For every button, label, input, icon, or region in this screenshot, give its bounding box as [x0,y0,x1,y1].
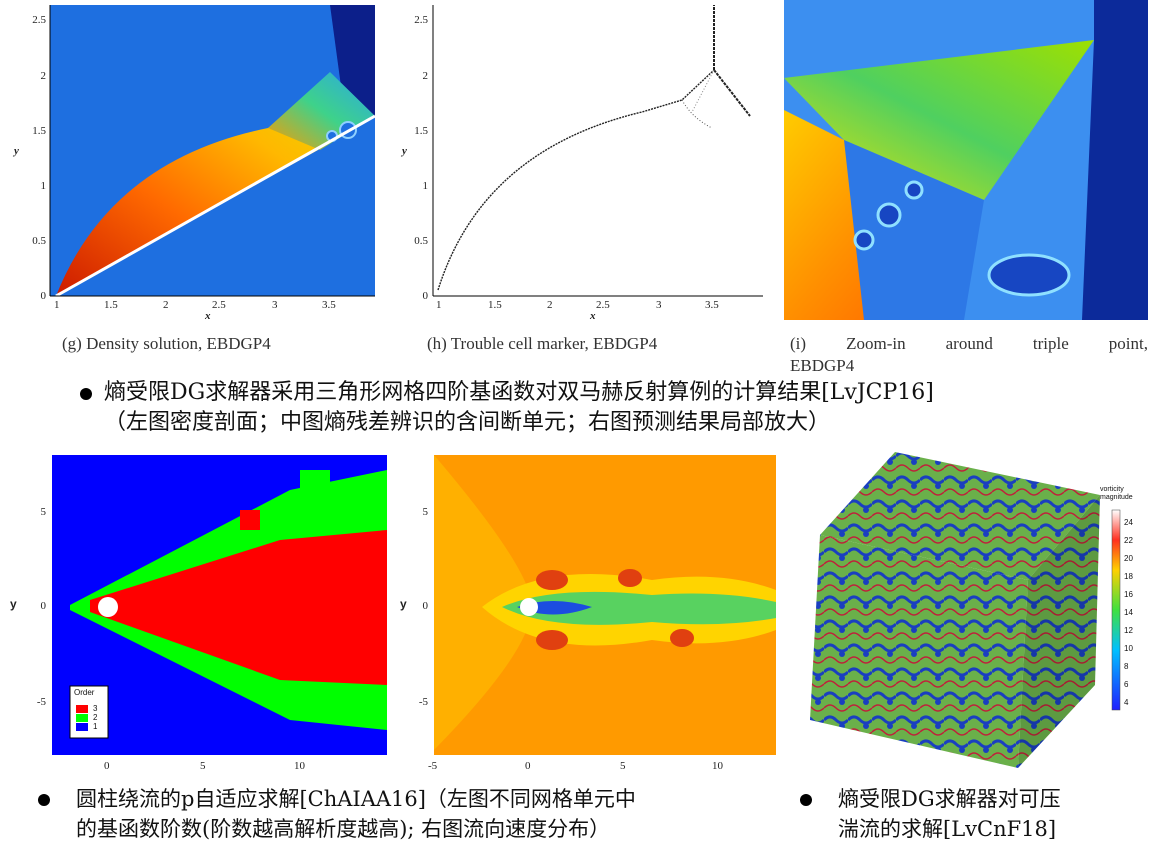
zoom-plot [784,0,1148,320]
h-xtick-2: 2 [547,299,553,311]
trouble-cell-plot [432,5,763,297]
bullet3-dot [800,793,812,811]
colorbar-tick: 24 [1124,518,1133,527]
g-xlabel: x [205,310,211,322]
caption-i-line1: (i) Zoom-in around triple point, [790,334,1148,353]
velocity-xtick-0: 0 [525,760,531,772]
bullet1-dot [80,387,92,405]
density-plot [49,5,376,298]
order-legend-title: Order [74,688,95,697]
order-ytick-5: 5 [40,506,47,518]
order-legend-3: 3 [93,704,98,713]
panel-velocity: y 5 0 -5 -5 0 5 10 [392,450,782,780]
caption-h: (h) Trouble cell marker, EBDGP4 [427,334,658,353]
h-ytick-0.5: 0.5 [414,235,428,247]
colorbar-title-line2: magnitude [1100,494,1133,501]
bullet1-line1: 熵受限DG求解器采用三角形网格四阶基函数对双马赫反射算例的计算结果[LvJCP1… [104,380,934,405]
colorbar-tick: 4 [1124,698,1129,707]
order-map-plot [52,455,387,755]
g-ytick-2: 2 [40,70,47,82]
panel-h-trouble-cells: 2.5 2 1.5 1 0.5 0 y 1 1.5 2 2.5 3 3.5 x [392,0,772,330]
h-ytick-1.5: 1.5 [414,125,428,137]
h-xtick-3.5: 3.5 [705,299,719,311]
bullet2-dot [38,793,50,811]
velocity-xtick-10: 10 [712,760,723,772]
order-ylabel: y [10,597,17,611]
bullet2-line1: 圆柱绕流的p自适应求解[ChAIAA16]（左图不同网格单元中 [76,787,636,811]
colorbar-tick: 12 [1124,626,1133,635]
g-ytick-0: 0 [40,290,47,302]
colorbar-tick: 6 [1124,680,1129,689]
g-xtick-1.5: 1.5 [104,299,118,311]
panel-order-map: y 5 0 -5 0 5 10 Order 3 2 1 [0,450,392,780]
order-xtick-5: 5 [200,760,206,772]
h-xtick-2.5: 2.5 [596,299,610,311]
g-ytick-0.5: 0.5 [32,235,46,247]
order-ytick-neg5: -5 [36,696,46,708]
g-xtick-3: 3 [272,299,278,311]
bullet1-line2: （左图密度剖面；中图熵残差辨识的含间断单元；右图预测结果局部放大） [104,410,831,435]
velocity-ytick-0: 0 [422,600,429,612]
h-ylabel: y [402,145,407,157]
caption-i-line2: EBDGP4 [790,356,855,375]
colorbar-tick: 20 [1124,554,1133,563]
velocity-ytick-5: 5 [422,506,429,518]
panel-g-density: 2.5 2 1.5 1 0.5 0 y 1 1.5 2 2.5 3 3.5 x [0,0,380,330]
caption-g: (g) Density solution, EBDGP4 [62,334,271,353]
velocity-xtick-5: 5 [620,760,626,772]
order-ytick-0: 0 [40,600,47,612]
h-xtick-3: 3 [656,299,662,311]
velocity-plot [434,455,776,755]
colorbar-tick: 22 [1124,536,1133,545]
colorbar-tick: 8 [1124,662,1129,671]
colorbar-ticks: 24 22 20 18 16 14 12 10 8 6 4 [1124,514,1133,712]
h-xtick-1: 1 [436,299,442,311]
g-ytick-1.5: 1.5 [32,125,46,137]
h-xtick-1.5: 1.5 [488,299,502,311]
bullet3-line1: 熵受限DG求解器对可压 [838,787,1061,811]
bullet2-line2: 的基函数阶数(阶数越高解析度越高); 右图流向速度分布） [76,817,611,841]
velocity-ylabel: y [400,597,407,611]
order-xtick-0: 0 [104,760,110,772]
colorbar-title-line1: vorticity [1100,486,1124,493]
order-legend-2: 2 [93,713,98,722]
turbulence-cube-plot [810,452,1121,768]
colorbar-tick: 10 [1124,644,1133,653]
g-xtick-3.5: 3.5 [322,299,336,311]
colorbar-tick: 18 [1124,572,1133,581]
order-legend-1: 1 [93,722,98,731]
g-xtick-2.5: 2.5 [212,299,226,311]
h-ytick-0: 0 [422,290,429,302]
colorbar-tick: 14 [1124,608,1133,617]
g-ytick-2.5: 2.5 [32,14,46,26]
h-ytick-2.5: 2.5 [414,14,428,26]
h-ytick-2: 2 [422,70,429,82]
g-xtick-2: 2 [163,299,169,311]
g-xtick-1: 1 [54,299,60,311]
panel-i-zoom [784,0,1148,320]
velocity-xtick-neg5: -5 [428,760,438,772]
h-ytick-1: 1 [422,180,429,192]
h-xlabel: x [590,310,596,322]
g-ylabel: y [14,145,19,157]
order-xtick-10: 10 [294,760,305,772]
g-ytick-1: 1 [40,180,47,192]
panel-turbulence-cube: vorticity magnitude 24 22 20 18 16 14 12… [800,450,1160,770]
colorbar-tick: 16 [1124,590,1133,599]
bullet3-line2: 湍流的求解[LvCnF18] [838,817,1057,841]
velocity-ytick-neg5: -5 [418,696,428,708]
